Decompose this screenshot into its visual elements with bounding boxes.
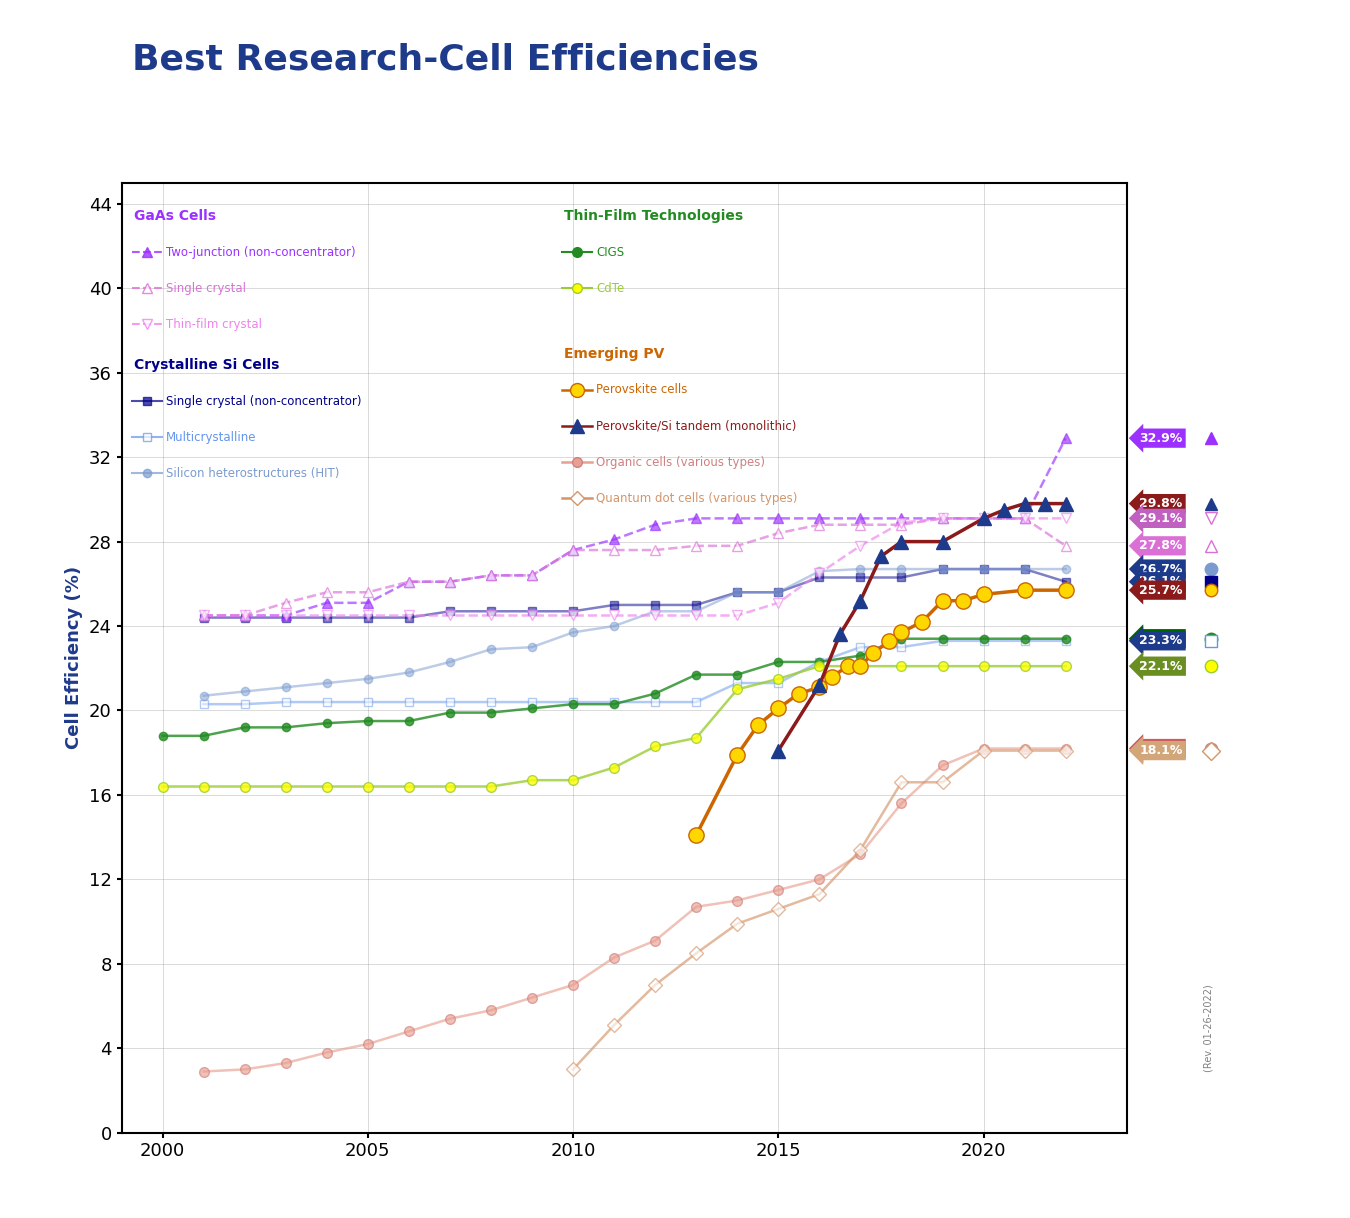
Text: 27.8%: 27.8% bbox=[1139, 540, 1183, 552]
Text: 29.8%: 29.8% bbox=[1139, 497, 1183, 510]
Text: 18.1%: 18.1% bbox=[1139, 744, 1183, 758]
Text: Two-junction (non-concentrator): Two-junction (non-concentrator) bbox=[166, 246, 355, 258]
Text: CdTe: CdTe bbox=[597, 281, 625, 295]
Text: Multicrystalline: Multicrystalline bbox=[166, 431, 256, 443]
Text: CIGS: CIGS bbox=[597, 246, 624, 258]
Text: GaAs Cells: GaAs Cells bbox=[134, 209, 216, 223]
Y-axis label: Cell Efficiency (%): Cell Efficiency (%) bbox=[65, 566, 84, 749]
Text: 29.1%: 29.1% bbox=[1139, 512, 1183, 525]
Text: Single crystal (non-concentrator): Single crystal (non-concentrator) bbox=[166, 395, 362, 408]
Text: Quantum dot cells (various types): Quantum dot cells (various types) bbox=[597, 492, 798, 504]
Text: 23.3%: 23.3% bbox=[1139, 635, 1183, 647]
Text: 18.2%: 18.2% bbox=[1139, 742, 1183, 755]
Text: Emerging PV: Emerging PV bbox=[564, 347, 664, 361]
Text: (Rev. 01-26-2022): (Rev. 01-26-2022) bbox=[1203, 984, 1214, 1072]
Text: Perovskite/Si tandem (monolithic): Perovskite/Si tandem (monolithic) bbox=[597, 419, 796, 432]
Text: 32.9%: 32.9% bbox=[1139, 431, 1183, 445]
Text: Single crystal: Single crystal bbox=[166, 281, 246, 295]
Text: Organic cells (various types): Organic cells (various types) bbox=[597, 456, 765, 469]
Text: Silicon heterostructures (HIT): Silicon heterostructures (HIT) bbox=[166, 466, 339, 480]
Text: Crystalline Si Cells: Crystalline Si Cells bbox=[134, 358, 279, 373]
Text: Thin-film crystal: Thin-film crystal bbox=[166, 318, 262, 331]
Text: 26.1%: 26.1% bbox=[1139, 575, 1183, 588]
Text: 25.7%: 25.7% bbox=[1139, 583, 1183, 597]
Text: Best Research-Cell Efficiencies: Best Research-Cell Efficiencies bbox=[132, 43, 759, 77]
Text: 26.7%: 26.7% bbox=[1139, 563, 1183, 576]
Text: Perovskite cells: Perovskite cells bbox=[597, 384, 687, 396]
Text: 23.4%: 23.4% bbox=[1139, 632, 1183, 646]
Text: 22.1%: 22.1% bbox=[1139, 660, 1183, 672]
Text: Thin-Film Technologies: Thin-Film Technologies bbox=[564, 209, 742, 223]
